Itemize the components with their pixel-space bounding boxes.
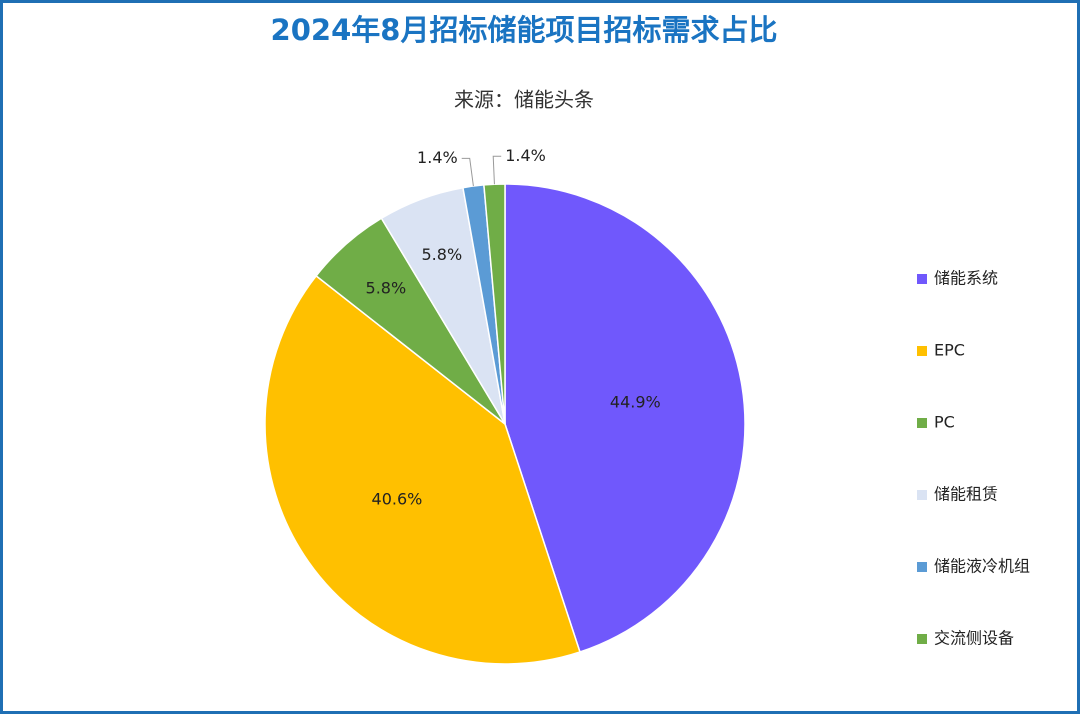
- data-label: 44.9%: [610, 393, 661, 412]
- data-label: 40.6%: [372, 489, 423, 508]
- legend-marker: [917, 562, 927, 572]
- legend-label: EPC: [934, 341, 965, 360]
- legend-label: PC: [934, 413, 955, 432]
- legend-label: 储能系统: [934, 269, 998, 288]
- legend-label: 交流侧设备: [934, 629, 1014, 648]
- legend-label: 储能租赁: [934, 485, 998, 504]
- data-label: 1.4%: [505, 146, 546, 165]
- legend-label: 储能液冷机组: [934, 557, 1030, 576]
- leader-line: [492, 155, 502, 185]
- data-label: 1.4%: [417, 148, 458, 167]
- pie-slice: [483, 183, 506, 425]
- data-label: 5.8%: [366, 279, 407, 298]
- legend-marker: [917, 634, 927, 644]
- leader-line: [461, 157, 474, 187]
- chart-subtitle: 来源：储能头条: [454, 88, 594, 112]
- pie-slice: [264, 274, 581, 665]
- chart-title: 2024年8月招标储能项目招标需求占比: [271, 13, 778, 47]
- legend-marker: [917, 346, 927, 356]
- legend-marker: [917, 274, 927, 284]
- pie-slice: [504, 183, 746, 653]
- data-label: 5.8%: [422, 245, 463, 264]
- legend-marker: [917, 418, 927, 428]
- legend-marker: [917, 490, 927, 500]
